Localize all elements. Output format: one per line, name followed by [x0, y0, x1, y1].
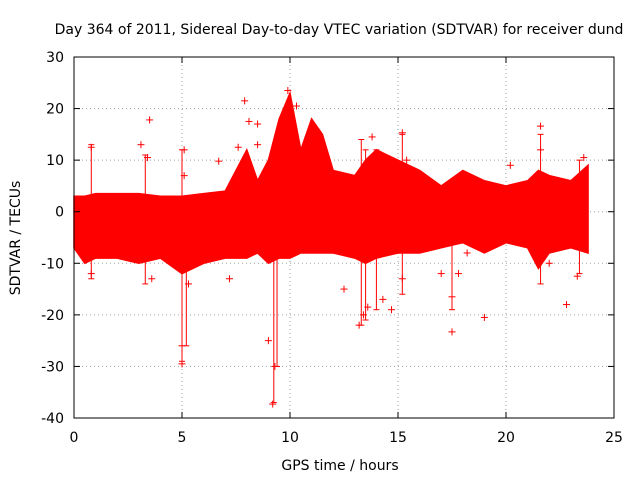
data-point: [271, 362, 279, 370]
data-series-sdtvar: [73, 87, 589, 408]
data-point: [163, 252, 171, 260]
y-tick-label: -10: [41, 256, 64, 272]
data-point: [480, 313, 488, 321]
data-point: [146, 116, 154, 124]
y-tick-label: -30: [41, 359, 64, 375]
data-point: [178, 342, 186, 350]
data-point: [562, 301, 570, 309]
data-point: [368, 133, 376, 141]
data-point: [340, 285, 348, 293]
data-point: [284, 87, 292, 95]
data-point: [143, 154, 151, 162]
data-point: [215, 157, 223, 165]
axis-ticks: 0 5 10 15 20 25 -40 -30 -20 -10 0 10 20 30: [41, 50, 623, 446]
data-point: [178, 360, 186, 368]
x-tick-label: 5: [178, 430, 187, 446]
data-point: [87, 143, 95, 151]
data-point: [403, 156, 411, 164]
y-tick-label: 10: [46, 153, 64, 169]
data-point: [184, 280, 192, 288]
data-point: [388, 306, 396, 314]
data-point: [506, 161, 514, 169]
data-point: [226, 275, 234, 283]
data-point: [241, 97, 249, 105]
x-tick-label: 25: [605, 430, 623, 446]
data-point: [292, 102, 300, 110]
data-point: [437, 270, 445, 278]
data-point: [180, 146, 188, 154]
data-point: [264, 337, 272, 345]
data-point: [573, 272, 581, 280]
data-point: [537, 122, 545, 130]
data-point: [269, 400, 277, 408]
x-tick-label: 10: [281, 430, 299, 446]
data-point: [355, 321, 363, 329]
y-tick-label: 0: [55, 205, 64, 221]
data-point: [454, 270, 462, 278]
data-point: [448, 293, 456, 301]
data-point: [359, 311, 367, 319]
data-point: [254, 141, 262, 149]
y-tick-label: 20: [46, 102, 64, 118]
data-point: [398, 129, 406, 137]
y-axis-label: SDTVAR / TECUs: [8, 181, 24, 296]
data-point: [545, 259, 553, 267]
data-band: [73, 90, 589, 275]
data-point: [254, 120, 262, 128]
y-tick-label: 30: [46, 50, 64, 66]
data-point: [448, 328, 456, 336]
data-point: [87, 270, 95, 278]
data-point: [148, 275, 156, 283]
data-point: [537, 146, 545, 154]
x-tick-label: 0: [70, 430, 79, 446]
plot-frame: [73, 56, 615, 419]
data-point: [379, 295, 387, 303]
data-point: [398, 275, 406, 283]
y-tick-label: -40: [41, 411, 64, 427]
data-point: [463, 249, 471, 257]
x-tick-label: 20: [497, 430, 515, 446]
chart-title: Day 364 of 2011, Sidereal Day-to-day VTE…: [55, 22, 624, 38]
data-point: [245, 117, 253, 125]
x-tick-label: 15: [389, 430, 407, 446]
data-point: [137, 141, 145, 149]
x-axis-label: GPS time / hours: [281, 458, 398, 474]
data-point: [180, 172, 188, 180]
data-point: [364, 303, 372, 311]
data-point: [580, 154, 588, 162]
data-point: [234, 143, 242, 151]
y-tick-label: -20: [41, 308, 64, 324]
